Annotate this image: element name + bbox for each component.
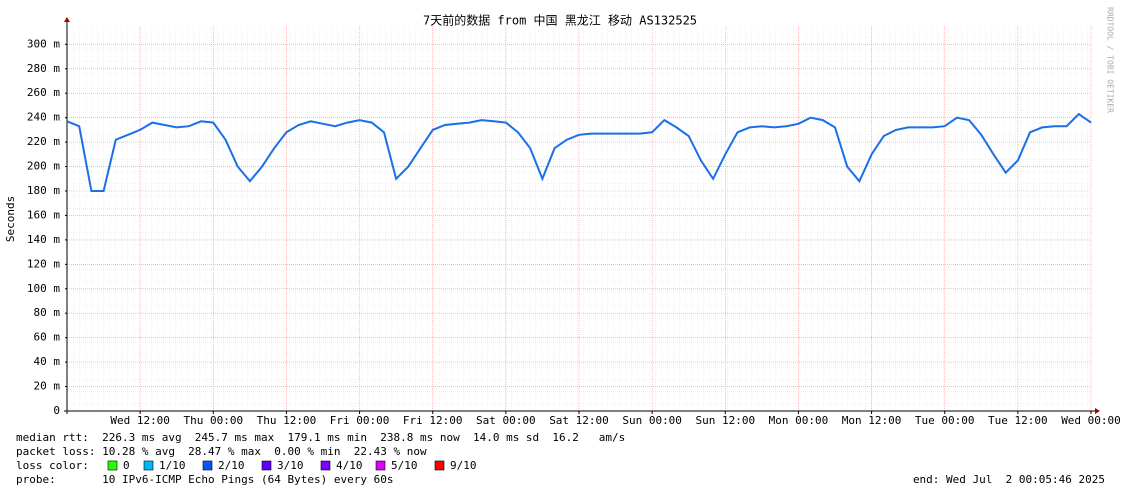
median-line: [66, 112, 1092, 192]
y-tick-label: 0: [53, 404, 60, 417]
probe: probe: 10 IPv6-ICMP Echo Pings (64 Bytes…: [16, 473, 394, 486]
packet-loss: packet loss: 10.28 % avg 28.47 % max 0.0…: [16, 445, 427, 458]
y-tick-label: 200 m: [27, 160, 60, 173]
x-tick-label: Mon 12:00: [842, 414, 902, 427]
y-tick-label: 160 m: [27, 208, 60, 221]
y-tick-label: 240 m: [27, 111, 60, 124]
y-tick-label: 260 m: [27, 86, 60, 99]
y-tick-label: 180 m: [27, 184, 60, 197]
y-tick-label: 20 m: [34, 380, 61, 393]
median-rtt: median rtt: 226.3 ms avg 245.7 ms max 17…: [16, 431, 625, 444]
x-tick-label: Sun 12:00: [695, 414, 755, 427]
legend-swatch: [107, 460, 118, 471]
legend-label: 0: [123, 459, 130, 472]
y-tick-label: 100 m: [27, 282, 60, 295]
legend-swatch: [143, 460, 154, 471]
minor-grid: [67, 26, 1092, 411]
y-tick-label: 220 m: [27, 135, 60, 148]
legend-swatch: [320, 460, 331, 471]
legend-label: 9/10: [450, 459, 477, 472]
x-tick-label: Sat 12:00: [549, 414, 609, 427]
y-axis-label: Seconds: [4, 196, 17, 242]
x-tick-label: Tue 00:00: [915, 414, 975, 427]
x-tick-label: Fri 00:00: [330, 414, 390, 427]
legend-swatch: [375, 460, 386, 471]
legend-label: 3/10: [277, 459, 304, 472]
end-time: end: Wed Jul 2 00:05:46 2025: [913, 473, 1105, 486]
y-tick-label: 120 m: [27, 257, 60, 270]
legend-label: 1/10: [159, 459, 186, 472]
x-tick-label: Thu 00:00: [183, 414, 243, 427]
x-tick-label: Sat 00:00: [476, 414, 536, 427]
chart-title: 7天前的数据 from 中国 黑龙江 移动 AS132525: [423, 13, 697, 28]
y-tick-label: 80 m: [34, 306, 61, 319]
x-tick-label: Fri 12:00: [403, 414, 463, 427]
axis-arrow: [64, 17, 70, 22]
y-tick-label: 140 m: [27, 233, 60, 246]
legend-label: 5/10: [391, 459, 418, 472]
legend-swatch: [434, 460, 445, 471]
side-text: RRDTOOL / TOBI OETIKER: [1106, 7, 1115, 113]
x-tick-label: Sun 00:00: [622, 414, 682, 427]
y-tick-label: 300 m: [27, 37, 60, 50]
legend-label: 2/10: [218, 459, 245, 472]
legend-swatch: [261, 460, 272, 471]
y-tick-label: 40 m: [34, 355, 61, 368]
y-tick-label: 60 m: [34, 331, 61, 344]
legend-label: 4/10: [336, 459, 363, 472]
legend-swatch: [202, 460, 213, 471]
x-tick-label: Mon 00:00: [769, 414, 829, 427]
x-tick-label: Wed 12:00: [110, 414, 170, 427]
y-tick-label: 280 m: [27, 62, 60, 75]
loss-color-label: loss color:: [16, 459, 89, 472]
x-tick-label: Thu 12:00: [257, 414, 317, 427]
x-tick-label: Tue 12:00: [988, 414, 1048, 427]
x-tick-label: Wed 00:00: [1061, 414, 1121, 427]
axis-arrow: [1095, 408, 1100, 414]
